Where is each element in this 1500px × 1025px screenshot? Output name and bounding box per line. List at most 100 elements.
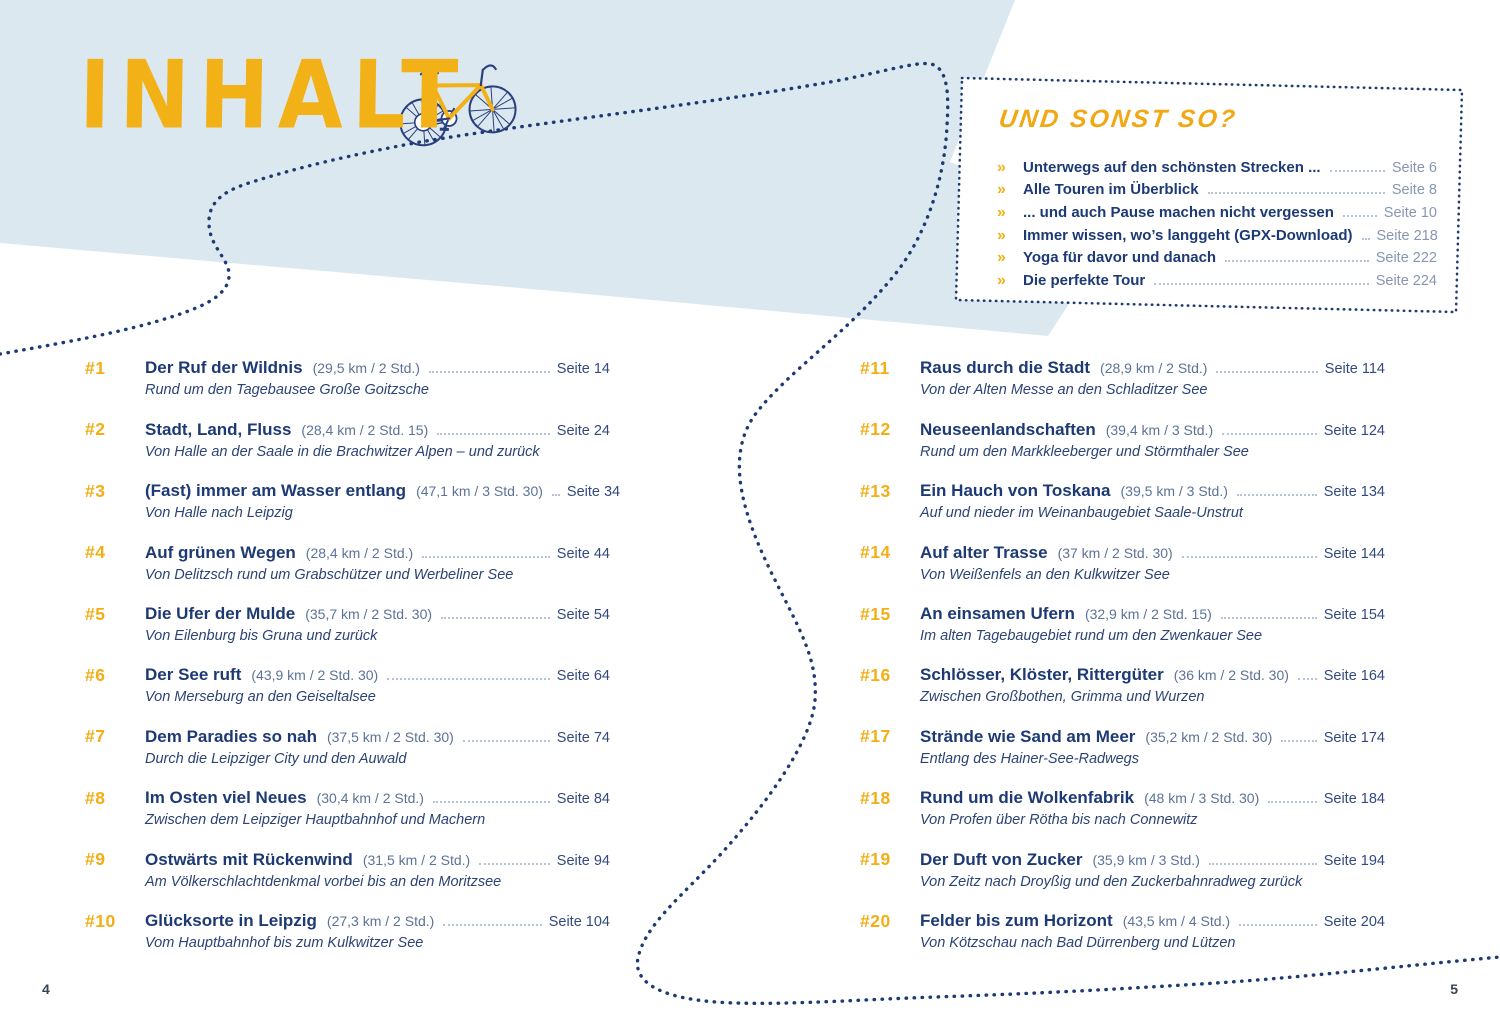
chevron-right-icon: » — [997, 158, 1006, 176]
tour-distance-duration: (37 km / 2 Std. 30) — [1057, 544, 1173, 561]
tour-head-row: Stadt, Land, Fluss (28,4 km / 2 Std. 15)… — [145, 418, 610, 441]
tour-page-ref: Seite 54 — [556, 606, 610, 623]
sonst-list-item: » Die perfekte Tour Seite 224 — [997, 270, 1437, 293]
tour-distance-duration: (43,9 km / 2 Std. 30) — [251, 667, 379, 684]
tour-head-row: Felder bis zum Horizont (43,5 km / 4 Std… — [920, 910, 1385, 933]
tour-number: #10 — [85, 910, 116, 931]
tour-head-row: Im Osten viel Neues (30,4 km / 2 Std.) S… — [145, 787, 610, 810]
tour-number: #11 — [860, 358, 890, 378]
tour-head-row: Neuseenlandschaften (39,4 km / 3 Std.) S… — [920, 418, 1385, 441]
leader-dots — [1361, 224, 1370, 240]
tour-distance-duration: (39,4 km / 3 Std.) — [1105, 421, 1214, 438]
tour-subtitle: Durch die Leipziger City und den Auwald — [145, 750, 407, 767]
tour-title: Im Osten viel Neues — [145, 788, 307, 808]
leader-dots — [422, 541, 550, 558]
sonst-box-list: » Unterwegs auf den schönsten Strecken .… — [997, 156, 1438, 293]
tour-head-row: Glücksorte in Leipzig (27,3 km / 2 Std.)… — [145, 910, 610, 933]
sonst-list-item: » Alle Touren im Überblick Seite 8 — [997, 179, 1437, 202]
leader-dots — [1236, 480, 1317, 497]
sonst-item-label: Yoga für davor und danach — [1023, 249, 1217, 267]
tour-head-row: Ein Hauch von Toskana (39,5 km / 3 Std.)… — [920, 480, 1385, 503]
sonst-item-label: ... und auch Pause machen nicht vergesse… — [1023, 203, 1334, 221]
tour-distance-duration: (32,9 km / 2 Std. 15) — [1084, 605, 1212, 622]
leader-dots — [1222, 418, 1317, 435]
tour-subtitle: Von Kötzschau nach Bad Dürrenberg und Lü… — [920, 934, 1236, 951]
tour-page-ref: Seite 94 — [556, 852, 610, 869]
tour-title: Der See ruft — [145, 665, 242, 685]
tour-entry: #4 Auf grünen Wegen (28,4 km / 2 Std.) S… — [85, 541, 610, 585]
sonst-item-page: Seite 10 — [1383, 204, 1437, 221]
tour-page-ref: Seite 164 — [1323, 668, 1385, 685]
leader-dots — [443, 910, 542, 926]
tour-subtitle: Von Halle an der Saale in die Brachwitze… — [145, 443, 540, 460]
page-title: INHALT — [78, 40, 468, 150]
tour-page-ref: Seite 14 — [556, 361, 610, 378]
tour-subtitle: Zwischen dem Leipziger Hauptbahnhof und … — [145, 812, 486, 829]
tour-title: Die Ufer der Mulde — [145, 603, 296, 623]
tour-entry: #15 An einsamen Ufern (32,9 km / 2 Std. … — [860, 603, 1385, 647]
tour-distance-duration: (31,5 km / 2 Std.) — [362, 851, 471, 868]
tour-head-row: Ostwärts mit Rückenwind (31,5 km / 2 Std… — [145, 848, 610, 871]
sonst-item-label: Immer wissen, wo’s langgeht (GPX-Downloa… — [1023, 226, 1353, 244]
sonst-list-item: » Immer wissen, wo’s langgeht (GPX-Downl… — [997, 224, 1438, 247]
leader-dots — [1225, 247, 1369, 263]
sonst-item-page: Seite 218 — [1376, 227, 1438, 244]
tour-list-left: #1 Der Ruf der Wildnis (29,5 km / 2 Std.… — [85, 357, 620, 971]
tour-head-row: Raus durch die Stadt (28,9 km / 2 Std.) … — [920, 357, 1385, 380]
sonst-item-label: Unterwegs auf den schönsten Strecken ... — [1023, 158, 1321, 176]
tour-title: An einsamen Ufern — [920, 603, 1075, 623]
tour-entry: #13 Ein Hauch von Toskana (39,5 km / 3 S… — [860, 480, 1385, 524]
tour-page-ref: Seite 24 — [556, 422, 610, 439]
tour-head-row: Schlösser, Klöster, Rittergüter (36 km /… — [920, 664, 1385, 687]
tour-entry: #3 (Fast) immer am Wasser entlang (47,1 … — [85, 480, 620, 524]
sonst-list-item: » ... und auch Pause machen nicht verges… — [997, 201, 1437, 224]
tour-title: Ein Hauch von Toskana — [920, 481, 1111, 501]
tour-entry: #19 Der Duft von Zucker (35,9 km / 3 Std… — [860, 848, 1385, 892]
tour-number: #1 — [85, 358, 106, 378]
tour-number: #3 — [85, 480, 106, 501]
tour-list-right: #11 Raus durch die Stadt (28,9 km / 2 St… — [860, 357, 1385, 971]
tour-title: (Fast) immer am Wasser entlang — [145, 481, 407, 501]
tour-distance-duration: (39,5 km / 3 Std.) — [1120, 483, 1228, 500]
tour-subtitle: Zwischen Großbothen, Grimma und Wurzen — [920, 689, 1205, 706]
tour-subtitle: Von Zeitz nach Droyßig und den Zuckerbah… — [920, 873, 1303, 890]
tour-number: #18 — [860, 787, 891, 808]
tour-distance-duration: (28,4 km / 2 Std. 15) — [301, 421, 429, 438]
chevron-right-icon: » — [997, 249, 1006, 267]
tour-title: Der Ruf der Wildnis — [145, 358, 303, 378]
leader-dots — [387, 664, 550, 681]
tour-entry: #1 Der Ruf der Wildnis (29,5 km / 2 Std.… — [85, 357, 610, 401]
tour-head-row: Der Duft von Zucker (35,9 km / 3 Std.) S… — [920, 848, 1385, 871]
tour-entry: #2 Stadt, Land, Fluss (28,4 km / 2 Std. … — [85, 418, 610, 462]
leader-dots — [1216, 357, 1318, 374]
tour-title: Raus durch die Stadt — [920, 358, 1091, 378]
sonst-item-page: Seite 224 — [1375, 273, 1437, 290]
tour-subtitle: Entlang des Hainer-See-Radwegs — [920, 750, 1139, 767]
tour-head-row: Die Ufer der Mulde (35,7 km / 2 Std. 30)… — [145, 603, 610, 626]
tour-distance-duration: (37,5 km / 2 Std. 30) — [326, 728, 454, 745]
leader-dots — [1297, 664, 1317, 681]
tour-subtitle: Rund um den Tagebausee Große Goitzsche — [145, 382, 429, 399]
leader-dots — [432, 787, 550, 804]
tour-entry: #12 Neuseenlandschaften (39,4 km / 3 Std… — [860, 418, 1385, 462]
tour-entry: #14 Auf alter Trasse (37 km / 2 Std. 30)… — [860, 541, 1385, 585]
sonst-box: UND SONST SO? » Unterwegs auf den schöns… — [997, 105, 1438, 293]
tour-number: #17 — [860, 726, 891, 747]
tour-entry: #17 Strände wie Sand am Meer (35,2 km / … — [860, 725, 1385, 769]
sonst-box-heading: UND SONST SO? — [997, 105, 1240, 133]
tour-subtitle: Am Völkerschlachtdenkmal vorbei bis an d… — [145, 873, 502, 890]
tour-head-row: Auf alter Trasse (37 km / 2 Std. 30) Sei… — [920, 541, 1385, 564]
leader-dots — [551, 480, 560, 497]
sonst-list-item: » Yoga für davor und danach Seite 222 — [997, 247, 1437, 270]
tour-head-row: Auf grünen Wegen (28,4 km / 2 Std.) Seit… — [145, 541, 610, 564]
bg-shape — [0, 0, 1118, 336]
tour-subtitle: Von der Alten Messe an den Schladitzer S… — [920, 382, 1208, 399]
tour-title: Stadt, Land, Fluss — [145, 419, 292, 439]
tour-entry: #6 Der See ruft (43,9 km / 2 Std. 30) Se… — [85, 664, 610, 708]
tour-title: Rund um die Wolkenfabrik — [920, 788, 1135, 808]
tour-page-ref: Seite 84 — [556, 791, 610, 808]
tour-entry: #5 Die Ufer der Mulde (35,7 km / 2 Std. … — [85, 603, 610, 647]
tour-title: Glücksorte in Leipzig — [145, 910, 317, 930]
